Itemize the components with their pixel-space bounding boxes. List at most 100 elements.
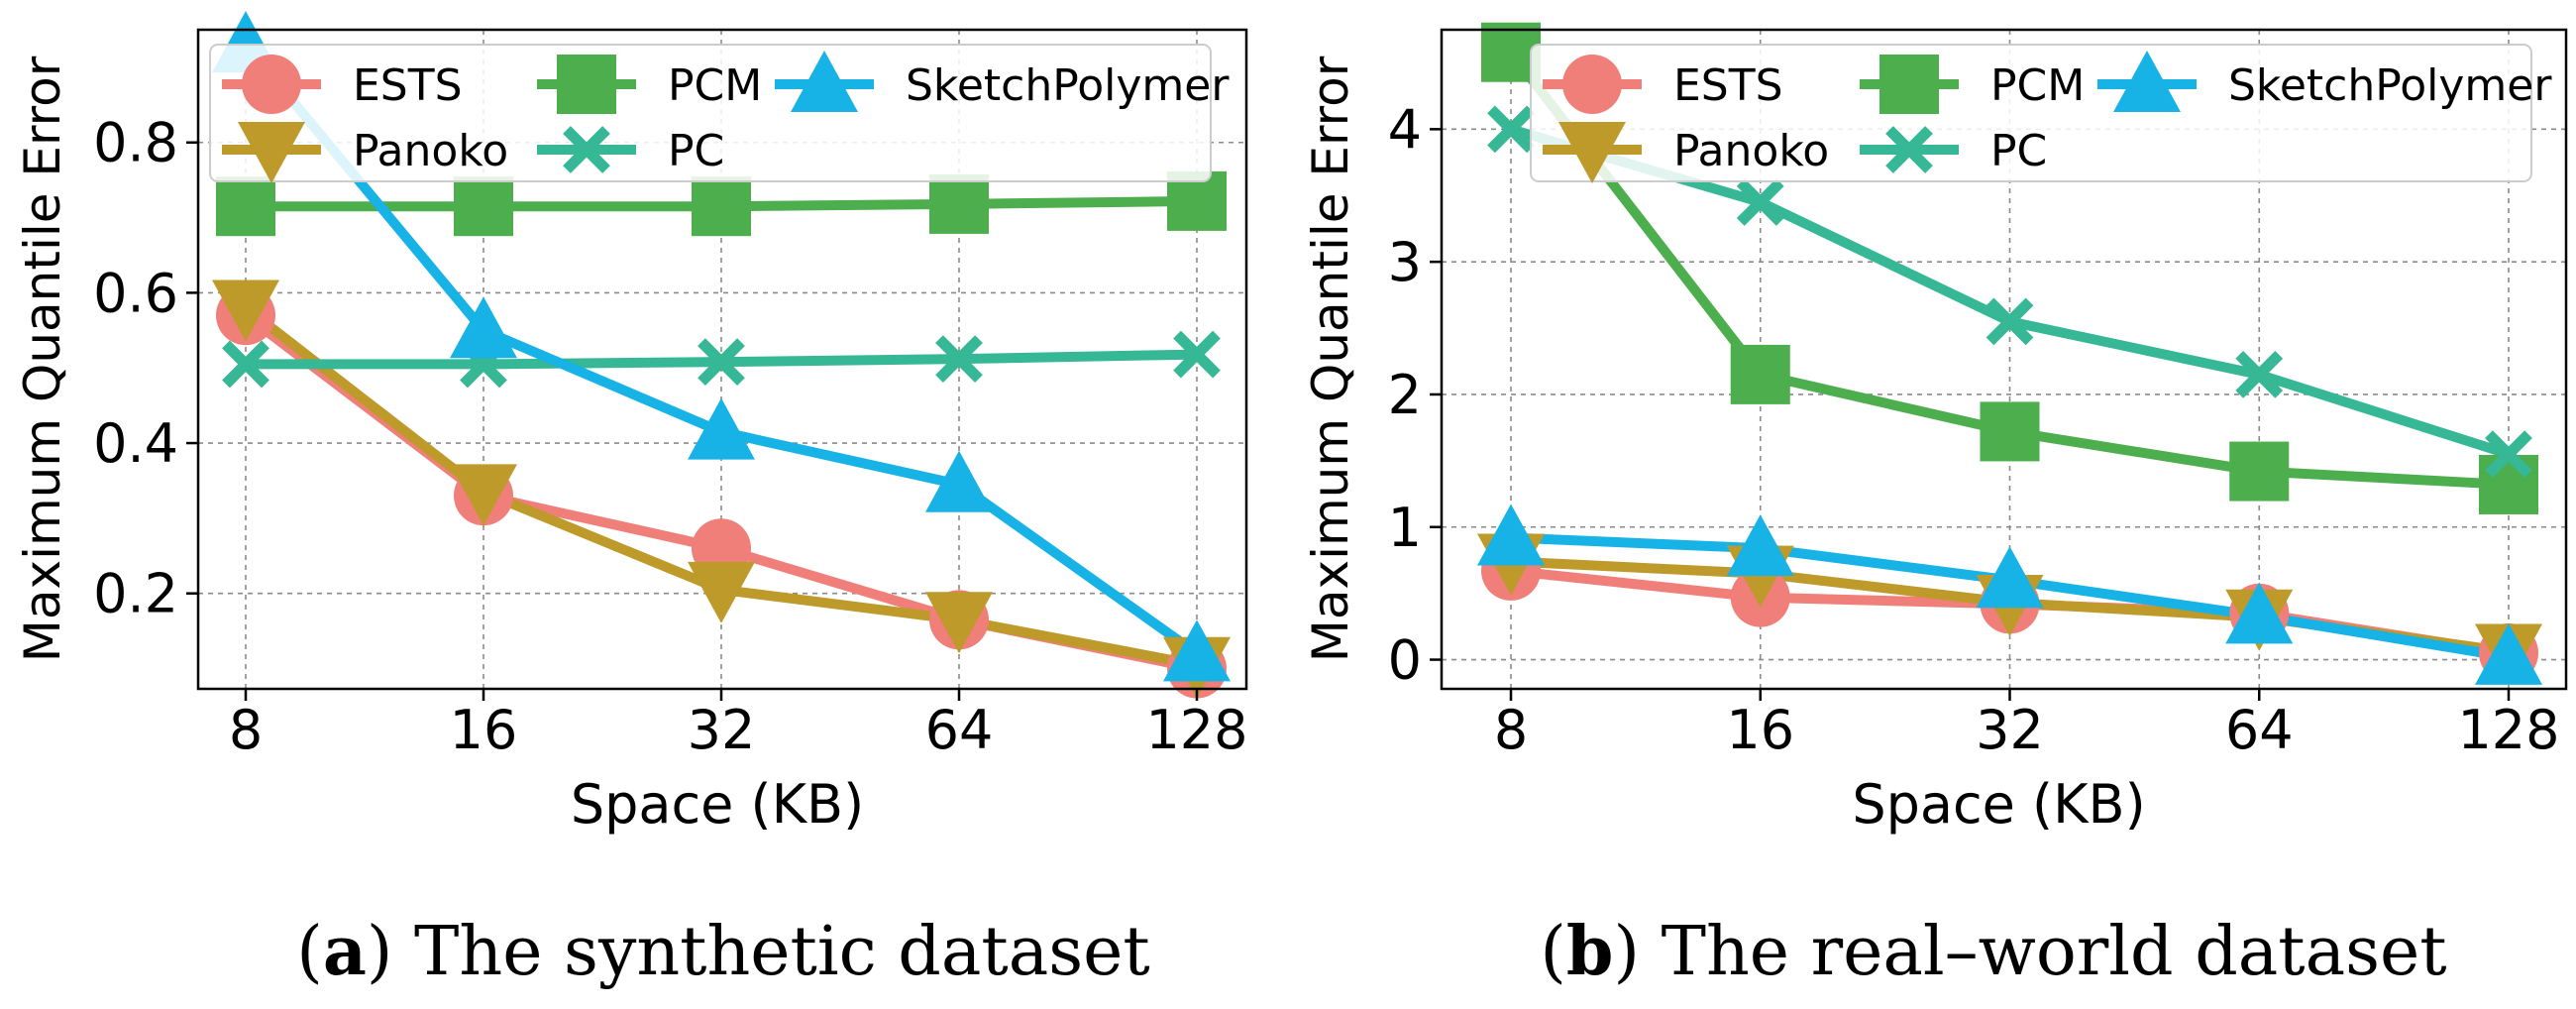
caption-text: The synthetic dataset [414,913,1150,991]
caption-label: a [323,912,367,991]
point-sketchpolymer-16 [1726,514,1794,577]
legend-label-pc: PC [1990,126,2047,176]
point-pc-32 [1986,297,2034,346]
y-tick-label-0.2: 0.2 [93,563,178,625]
x-tick-label-64: 64 [925,699,994,761]
y-tick-label-1: 1 [1388,497,1422,559]
x-tick-label-16: 16 [1726,699,1794,761]
point-pc-8 [1487,105,1535,154]
legend-label-ests: ESTS [1673,60,1783,111]
legend-item-ests: ESTS [222,55,463,114]
point-sketchpolymer-16 [450,296,517,359]
legend-label-pcm: PCM [668,60,762,111]
point-panoko-64 [925,592,993,654]
legend-label-pcm: PCM [1990,60,2085,111]
legend: ESTS Panoko PCM PC SketchPolymer [1530,44,2552,183]
point-pcm-32 [692,176,751,237]
x-tick-label-128: 128 [2457,699,2559,761]
caption-open-paren: ( [1540,913,1566,991]
legend-marker-pc-stroke-2 [1885,126,1933,173]
point-pc-16 [1736,178,1784,226]
legend-marker-ests [242,55,301,114]
point-pc-128-stroke-2 [1173,330,1221,379]
point-panoko-8 [212,280,279,342]
chart-a: 8 16 32 64 128 0.2 0.4 0.6 0.8 Space (KB) Maximum … [14,11,1248,991]
point-pc-64 [935,335,983,384]
point-sketchpolymer-32 [688,397,755,460]
x-tick-label-8: 8 [229,699,263,761]
caption: (b) The real–world dataset [1540,912,2446,991]
legend-marker-pcm [557,55,616,114]
legend-item-ests: ESTS [1543,55,1783,114]
legend-item-pcm: PCM [537,55,762,114]
caption: (a) The synthetic dataset [296,912,1149,991]
point-pc-32-stroke-2 [1986,297,2034,346]
point-pc-128 [1173,330,1221,379]
point-pc-32 [698,338,745,387]
caption-close-paren: ) [1613,913,1661,991]
x-axis-label: Space (KB) [1852,773,2145,836]
legend: ESTS Panoko PCM PC SketchPolymer [209,44,1230,183]
point-pc-8 [222,340,269,389]
point-pcm-64 [2229,441,2290,502]
legend-marker-pc [1885,126,1933,173]
point-pc-128 [2485,430,2532,479]
legend-label-panoko: Panoko [353,126,508,176]
point-pcm-8 [216,176,275,237]
legend-marker-pcm [1879,55,1939,114]
legend-label-ests: ESTS [353,60,463,111]
legend-item-pc: PC [1860,126,2047,176]
point-pc-16-stroke-2 [1736,178,1784,226]
point-pc-32-stroke-2 [698,338,745,387]
legend-item-pcm: PCM [1860,55,2085,114]
legend-item-sketchpolymer: SketchPolymer [2097,51,2552,112]
x-tick-label-64: 64 [2225,699,2294,761]
caption-close-paren: ) [367,913,414,991]
y-tick-label-0.8: 0.8 [93,112,178,174]
point-sketchpolymer-64 [2225,582,2294,644]
point-sketchpolymer-128 [1163,619,1231,682]
x-axis-label: Space (KB) [571,773,864,836]
legend-marker-sketchpolymer [2113,51,2181,112]
caption-open-paren: ( [296,913,323,991]
point-pcm-16 [1730,344,1790,404]
y-tick-label-3: 3 [1388,231,1422,293]
point-pcm-32 [1980,401,2040,462]
y-tick-label-0: 0 [1388,629,1422,692]
point-panoko-16 [450,464,517,526]
y-axis-label: Maximum Quantile Error [1302,56,1359,662]
y-tick-label-0.4: 0.4 [93,412,178,475]
x-tick-label-32: 32 [688,699,756,761]
y-tick-label-4: 4 [1388,98,1422,161]
legend-marker-panoko [1558,122,1626,183]
point-pc-128-stroke-2 [2485,430,2532,479]
x-tick-label-128: 128 [1145,699,1247,761]
point-pcm-128 [2479,454,2538,514]
legend-label-sketchpolymer: SketchPolymer [2228,60,2552,111]
legend-marker-pc [563,126,610,173]
y-axis-label: Maximum Quantile Error [14,56,71,662]
y-tick-label-0.6: 0.6 [93,262,178,324]
point-pc-64-stroke-2 [935,335,983,384]
point-pc-64 [2235,350,2284,398]
legend-box [1530,44,2532,182]
series-group [212,11,1231,699]
legend-marker-panoko [238,122,305,183]
legend-box [209,44,1212,182]
legend-marker-pc-stroke-2 [563,126,610,173]
x-tick-label-8: 8 [1494,699,1528,761]
point-sketchpolymer-8 [1477,504,1545,566]
legend-marker-ests [1562,55,1622,114]
legend-item-panoko: Panoko [222,122,508,183]
y-tick-label-2: 2 [1388,364,1422,426]
chart-b: 8 16 32 64 128 0 1 2 3 4 Space (KB) Maximum Quantil… [1302,22,2568,991]
point-sketchpolymer-32 [1976,546,2044,609]
point-pc-64-stroke-2 [2235,350,2284,398]
point-pcm-64 [929,173,989,234]
point-sketchpolymer-64 [925,450,993,512]
legend-marker-sketchpolymer [791,51,858,112]
point-pcm-16 [454,176,513,237]
legend-label-pc: PC [668,126,724,176]
caption-label: b [1566,912,1614,991]
